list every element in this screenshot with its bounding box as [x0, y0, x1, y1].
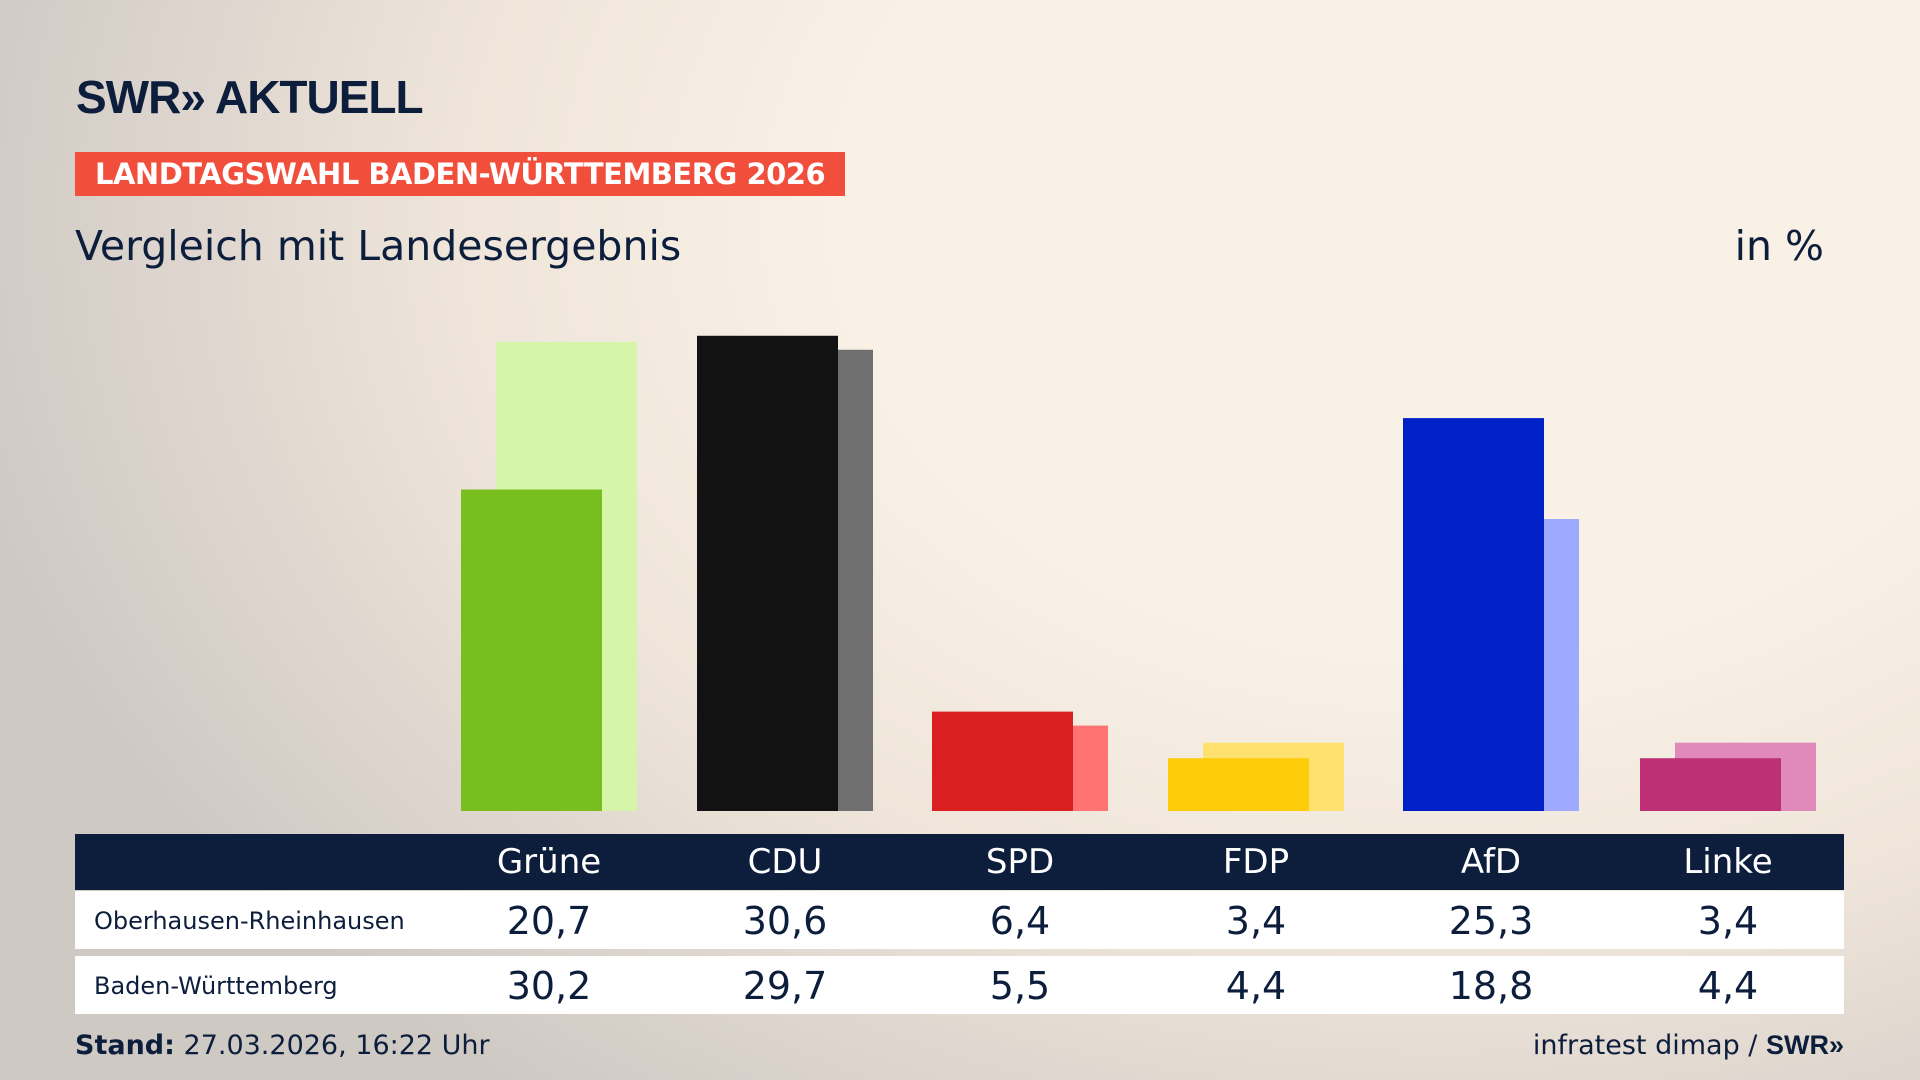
- value-cell: 4,4: [1697, 964, 1759, 1008]
- column-header: FDP: [1222, 842, 1290, 882]
- table-row: Baden-Württemberg 30,2 29,7 5,5 4,4 18,8 4,4: [75, 956, 1844, 1014]
- value-cell: 30,2: [506, 964, 592, 1008]
- bar-spd-local: [932, 711, 1073, 811]
- value-cell: 4,4: [1225, 964, 1287, 1008]
- column-header: Linke: [1683, 842, 1773, 882]
- stand-label: Stand:: [75, 1030, 175, 1061]
- table-header: Grüne CDU SPD FDP AfD Linke: [75, 834, 1844, 890]
- stand-value: 27.03.2026, 16:22 Uhr: [183, 1030, 490, 1061]
- column-header: SPD: [985, 842, 1055, 882]
- bar-chart: [461, 335, 1816, 811]
- bar-grüne-local: [461, 489, 602, 811]
- row-label: Oberhausen-Rheinhausen: [94, 907, 405, 935]
- unit-label: in %: [1734, 222, 1824, 270]
- value-cell: 6,4: [989, 899, 1051, 943]
- election-banner: LANDTAGSWAHL BADEN-WÜRTTEMBERG 2026: [75, 152, 846, 196]
- value-cell: 3,4: [1225, 899, 1287, 943]
- source: infratest dimap / SWR»: [1533, 1030, 1844, 1061]
- chart-subtitle: Vergleich mit Landesergebnis: [75, 222, 682, 270]
- bar-fdp-local: [1168, 758, 1309, 811]
- table-row: Oberhausen-Rheinhausen 20,7 30,6 6,4 3,4 25,…: [75, 891, 1844, 949]
- value-cell: 30,6: [742, 899, 828, 943]
- timestamp: Stand: 27.03.2026, 16:22 Uhr: [75, 1030, 490, 1061]
- swr-aktuell-logo: SWR» AKTUELL: [76, 71, 424, 123]
- value-cell: 3,4: [1697, 899, 1759, 943]
- source-text: infratest dimap /: [1532, 1030, 1766, 1061]
- row-label: Baden-Württemberg: [94, 972, 338, 1000]
- column-header: CDU: [747, 842, 823, 882]
- value-cell: 20,7: [506, 899, 592, 943]
- bar-cdu-local: [697, 335, 838, 811]
- value-cell: 18,8: [1448, 964, 1534, 1008]
- column-header: AfD: [1460, 842, 1522, 882]
- bar-afd-local: [1403, 418, 1544, 811]
- column-header: Grüne: [496, 842, 602, 882]
- bar-linke-local: [1640, 758, 1781, 811]
- value-cell: 5,5: [989, 964, 1051, 1008]
- value-cell: 25,3: [1448, 899, 1534, 943]
- value-cell: 29,7: [742, 964, 828, 1008]
- swr-logo: SWR»: [1765, 1030, 1844, 1060]
